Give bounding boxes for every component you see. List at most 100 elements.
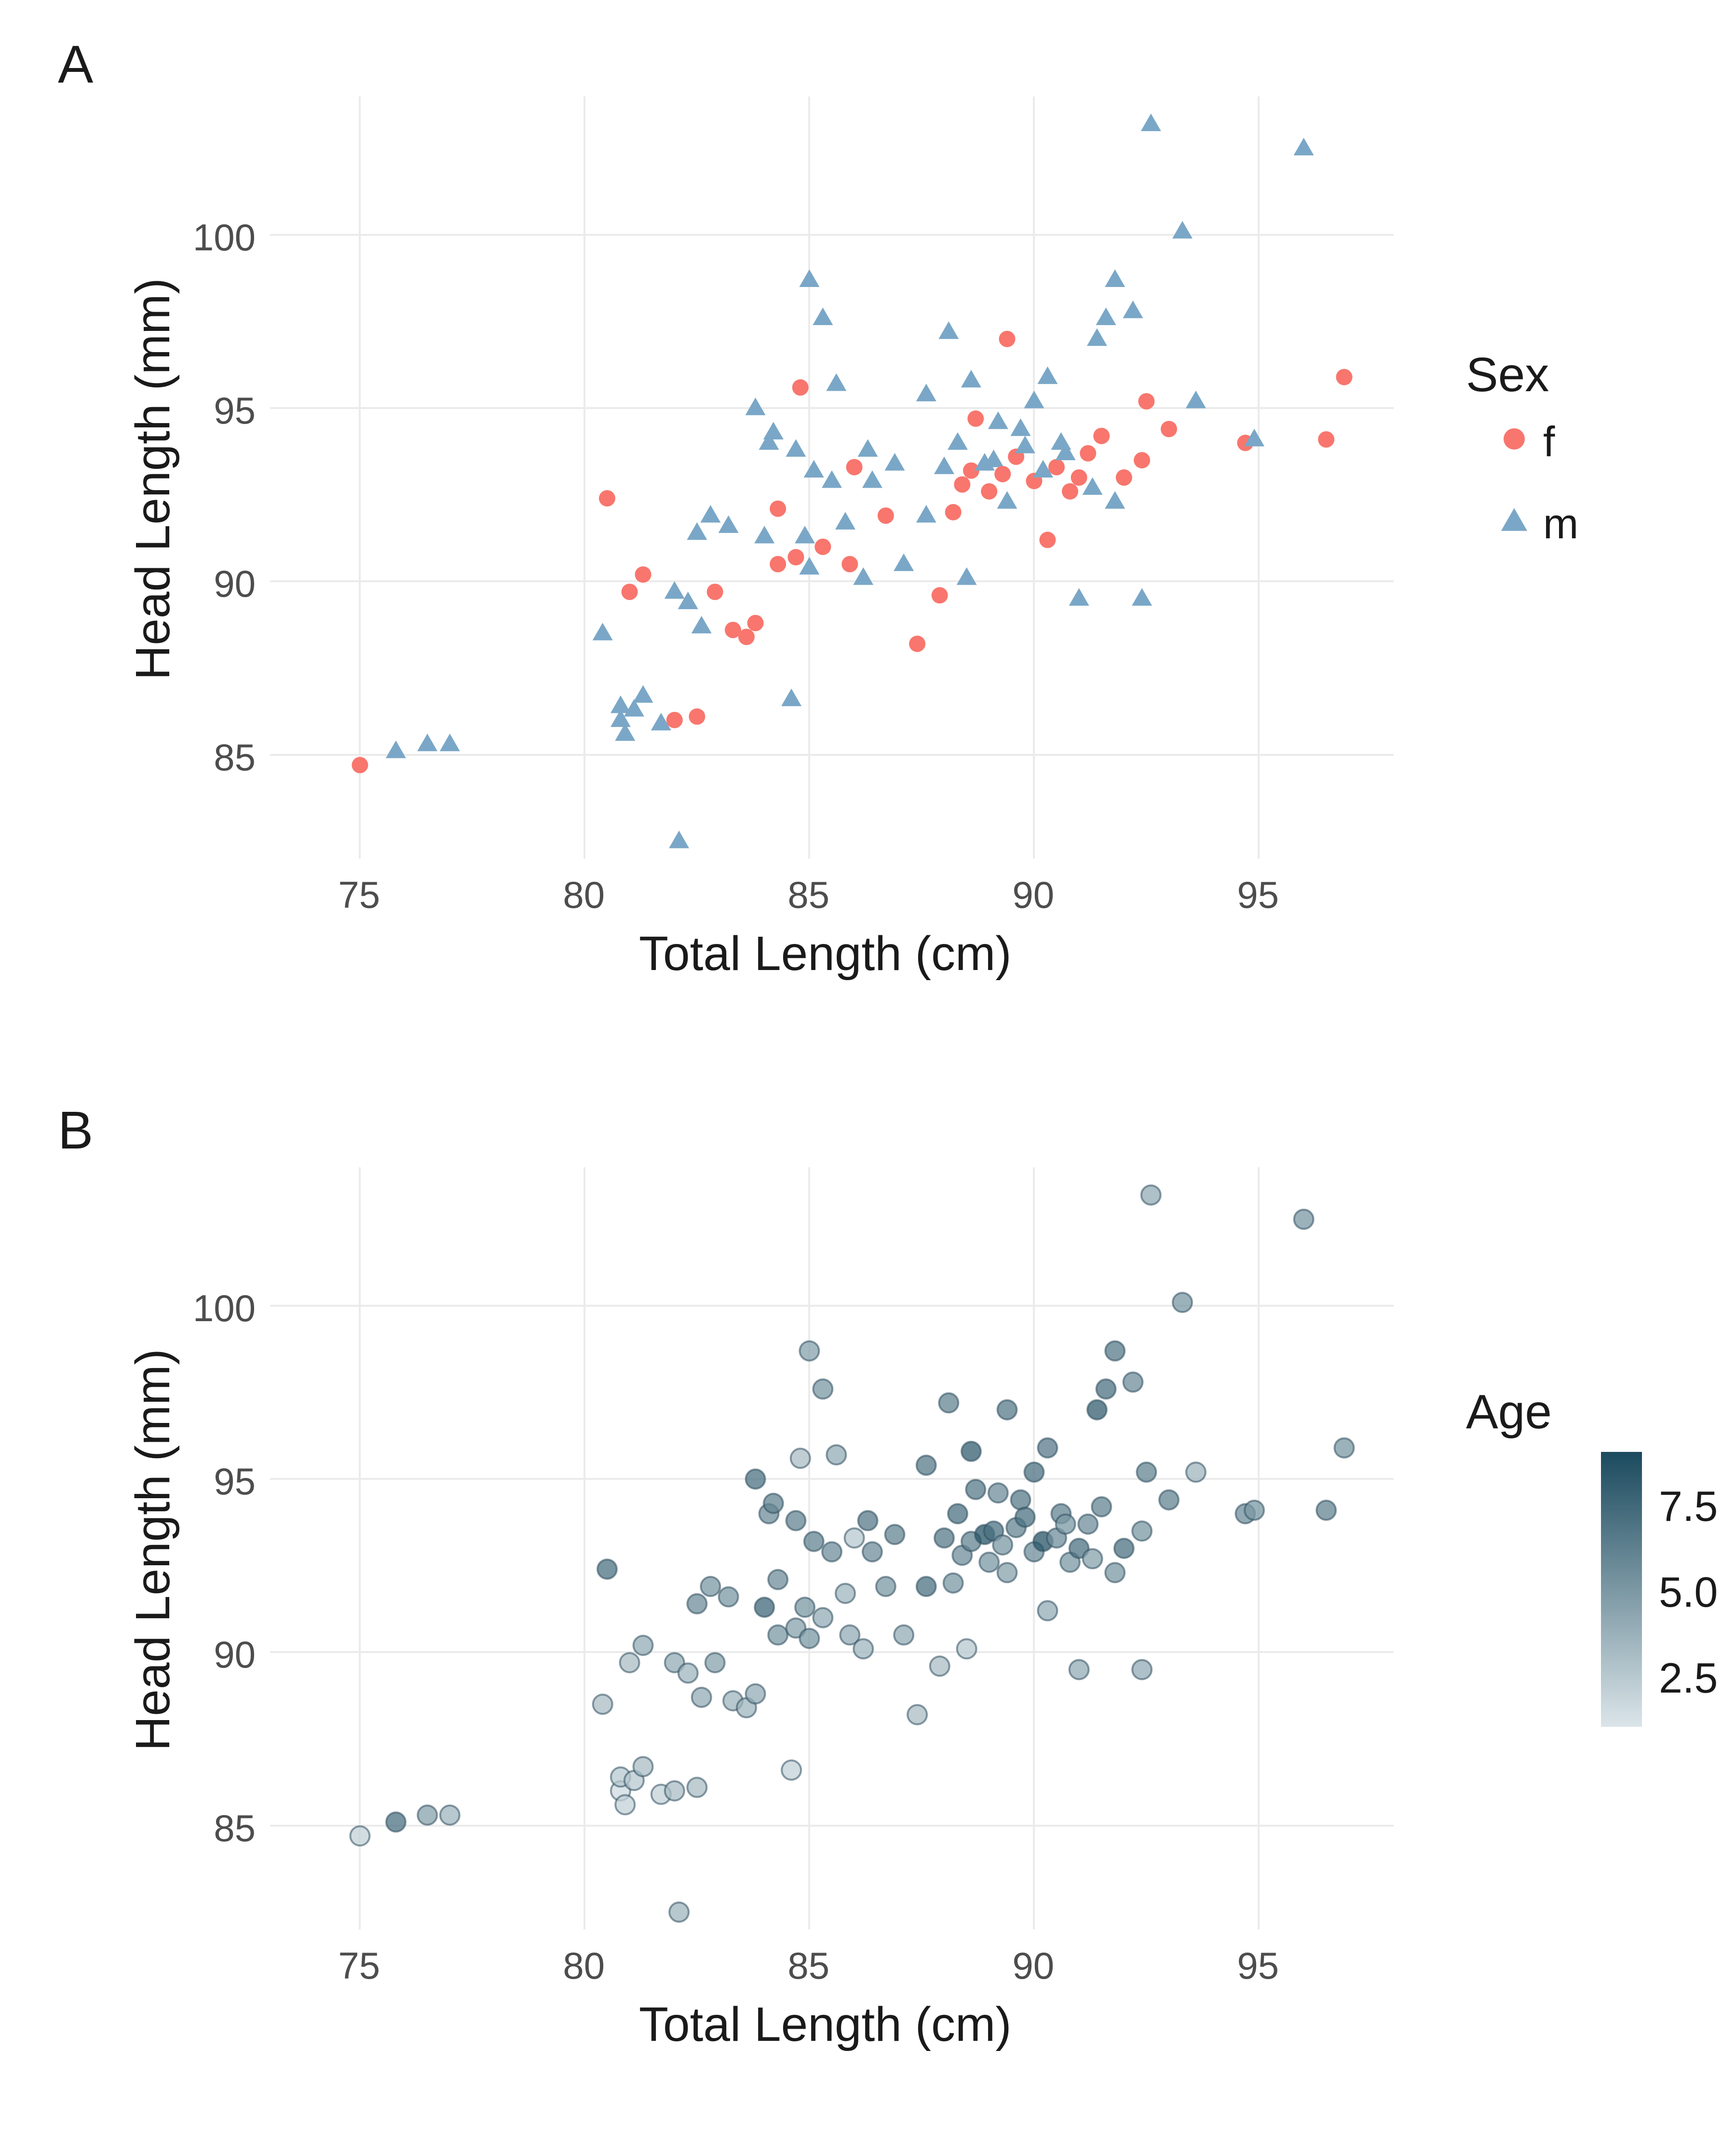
data-point <box>1087 1400 1107 1420</box>
data-point <box>804 1532 824 1551</box>
data-point <box>687 1778 706 1797</box>
ytick-label: 100 <box>193 1286 256 1330</box>
ytick-label: 95 <box>214 389 256 433</box>
data-point <box>1336 369 1352 385</box>
data-point <box>1138 393 1154 410</box>
data-point <box>1141 1185 1161 1204</box>
data-point <box>786 1511 805 1531</box>
legend-item-label: m <box>1543 499 1578 548</box>
data-point <box>768 1570 787 1589</box>
panel-a-legend-title: Sex <box>1466 347 1549 403</box>
data-point <box>917 1577 936 1596</box>
data-point <box>687 1594 706 1613</box>
legend-swatch <box>1495 420 1533 458</box>
data-point <box>1114 1539 1134 1558</box>
data-point <box>692 616 712 633</box>
data-point <box>999 331 1015 347</box>
data-point <box>1161 421 1177 437</box>
data-point <box>633 685 653 702</box>
data-point <box>884 453 905 470</box>
data-point <box>701 1577 720 1596</box>
data-point <box>858 439 878 456</box>
data-point <box>795 1598 814 1617</box>
data-point <box>1024 1463 1044 1482</box>
data-point <box>593 623 613 640</box>
panel-a-xlabel: Total Length (cm) <box>639 926 1012 982</box>
data-point <box>997 1400 1017 1420</box>
data-point <box>1087 328 1107 346</box>
data-point <box>945 504 962 520</box>
data-point <box>1316 1501 1336 1520</box>
data-point <box>1294 1210 1314 1229</box>
data-point <box>746 1684 765 1704</box>
data-point <box>666 712 683 728</box>
data-point <box>1186 391 1206 408</box>
legend-swatch <box>1495 502 1533 540</box>
ytick-label: 85 <box>214 1806 256 1850</box>
data-point <box>981 483 997 500</box>
data-point <box>1123 1372 1142 1392</box>
data-point <box>770 501 786 517</box>
data-point <box>1080 445 1096 462</box>
data-point <box>738 629 755 645</box>
data-point <box>763 422 784 439</box>
data-point <box>1173 1293 1192 1312</box>
data-point <box>791 1449 810 1468</box>
data-point <box>1048 459 1065 475</box>
colorbar-tick-label: 2.5 <box>1659 1654 1718 1703</box>
data-point <box>930 1656 949 1676</box>
legend-item-label: f <box>1543 417 1555 466</box>
data-point <box>846 459 863 475</box>
data-point <box>1159 1490 1179 1509</box>
data-point <box>935 1528 954 1547</box>
data-point <box>854 1639 873 1658</box>
data-point <box>792 379 809 396</box>
data-point <box>1137 1463 1156 1482</box>
data-point <box>1132 588 1152 605</box>
data-point <box>876 1577 895 1596</box>
data-point <box>1105 270 1125 287</box>
data-point <box>961 370 981 387</box>
colorbar-bar <box>1601 1452 1642 1727</box>
panel-b-xlabel: Total Length (cm) <box>639 1997 1012 2052</box>
data-point <box>707 584 723 600</box>
data-point <box>894 553 914 571</box>
data-point <box>1134 452 1150 468</box>
data-point <box>863 1542 882 1561</box>
data-point <box>795 526 815 543</box>
xtick-label: 85 <box>787 873 829 917</box>
data-point <box>800 1341 819 1361</box>
data-point <box>352 757 368 773</box>
panel-a-ylabel: Head Length (mm) <box>125 278 181 680</box>
panel-b-plot-area <box>270 1167 1394 1929</box>
data-point <box>1132 1660 1152 1679</box>
data-point <box>764 1494 783 1513</box>
data-point <box>858 1511 878 1531</box>
data-point <box>692 1688 711 1707</box>
data-point <box>948 432 968 450</box>
data-point <box>939 1393 958 1412</box>
data-point <box>620 1653 639 1672</box>
scatter-layer <box>270 96 1394 859</box>
data-point <box>615 1795 635 1814</box>
data-point <box>917 1456 936 1475</box>
xtick-label: 90 <box>1012 1944 1054 1988</box>
data-point <box>841 556 858 573</box>
data-point <box>878 507 894 524</box>
data-point <box>1123 301 1143 318</box>
data-point <box>669 1902 689 1922</box>
panel-b-ylabel: Head Length (mm) <box>125 1349 181 1751</box>
data-point <box>966 1480 985 1499</box>
data-point <box>1069 588 1089 605</box>
data-point <box>599 490 615 506</box>
data-point <box>1016 1507 1035 1527</box>
data-point <box>386 1812 406 1832</box>
panel-a-label: A <box>58 34 93 95</box>
panel-b-label: B <box>58 1100 93 1161</box>
data-point <box>746 397 766 415</box>
data-point <box>440 1805 460 1825</box>
data-point <box>800 1629 819 1648</box>
data-point <box>894 1626 913 1645</box>
data-point <box>957 567 977 585</box>
data-point <box>635 566 651 583</box>
